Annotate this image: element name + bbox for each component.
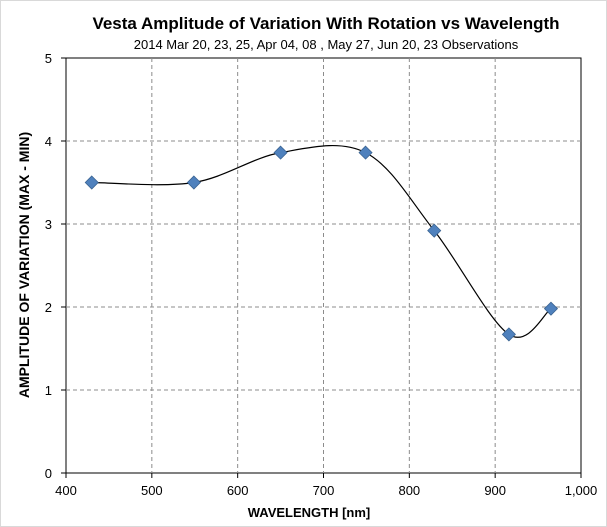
grid-layer xyxy=(66,58,581,473)
y-axis-label: AMPLITUDE OF VARIATION (MAX - MIN) xyxy=(16,132,32,398)
data-point-marker xyxy=(84,175,99,190)
data-point-marker xyxy=(273,145,288,160)
chart-title: Vesta Amplitude of Variation With Rotati… xyxy=(92,14,559,33)
x-tick-label: 500 xyxy=(141,483,163,498)
y-tick-label: 2 xyxy=(45,300,52,315)
y-tick-label: 4 xyxy=(45,134,52,149)
data-point-marker xyxy=(358,145,373,160)
x-tick-label: 600 xyxy=(227,483,249,498)
data-point-marker xyxy=(501,327,516,342)
x-tick-label: 800 xyxy=(398,483,420,498)
x-tick-labels: 400 500 600 700 800 900 1,000 xyxy=(55,473,597,498)
x-tick-label: 1,000 xyxy=(565,483,598,498)
y-tick-labels: 0 1 2 3 4 5 xyxy=(45,51,66,481)
y-tick-label: 5 xyxy=(45,51,52,66)
y-tick-label: 1 xyxy=(45,383,52,398)
y-tick-label: 0 xyxy=(45,466,52,481)
data-point-marker xyxy=(543,301,559,316)
x-tick-label: 700 xyxy=(313,483,335,498)
x-tick-label: 900 xyxy=(484,483,506,498)
y-tick-label: 3 xyxy=(45,217,52,232)
series-markers xyxy=(84,145,559,342)
x-axis-label: WAVELENGTH [nm] xyxy=(248,505,371,520)
x-tick-label: 400 xyxy=(55,483,77,498)
data-point-marker xyxy=(427,223,442,238)
data-point-marker xyxy=(186,175,201,190)
chart-subtitle: 2014 Mar 20, 23, 25, Apr 04, 08 , May 27… xyxy=(134,37,519,52)
